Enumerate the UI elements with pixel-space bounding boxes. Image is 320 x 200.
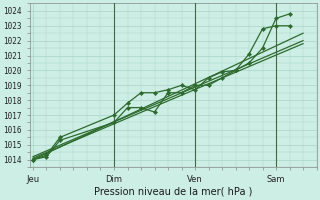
X-axis label: Pression niveau de la mer( hPa ): Pression niveau de la mer( hPa ) <box>94 187 252 197</box>
